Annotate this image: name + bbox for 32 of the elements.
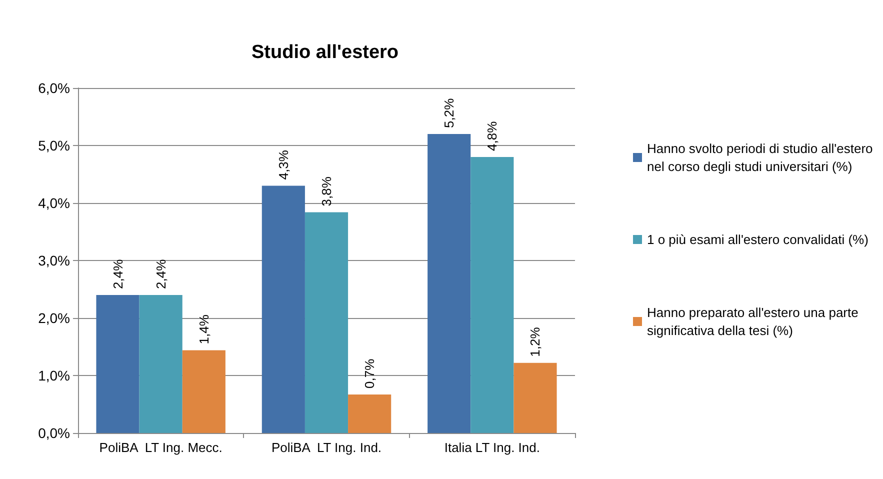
chart-title: Studio all'estero (251, 42, 399, 63)
bar (348, 394, 392, 433)
y-tick-label: 5,0% (38, 138, 70, 154)
y-tick-label: 0,0% (38, 425, 70, 441)
legend-label: 1 o più esami all'estero convalidati (%) (647, 232, 868, 247)
data-label: 4,3% (276, 150, 291, 180)
data-label: 4,8% (484, 120, 500, 151)
data-label: 3,8% (319, 176, 334, 206)
bar (470, 157, 514, 433)
x-tick-label: Italia LT Ing. Ind. (444, 440, 540, 455)
data-label: 0,7% (362, 358, 378, 388)
bar (139, 295, 182, 433)
bar (182, 350, 226, 433)
x-tick-label: PoliBA LT Ing. Ind. (271, 440, 382, 455)
y-tick-label: 3,0% (38, 252, 70, 268)
data-label: 2,4% (110, 258, 126, 289)
x-tick-label: PoliBA LT Ing. Mecc. (99, 440, 222, 455)
bar (514, 362, 557, 433)
data-label: 5,2% (442, 98, 457, 128)
data-label: 2,4% (153, 258, 168, 289)
bar (96, 295, 140, 433)
bar (428, 134, 471, 433)
data-label: 1,2% (528, 326, 543, 357)
y-tick-label: 6,0% (38, 80, 70, 96)
y-tick-label: 2,0% (38, 310, 70, 326)
bar (304, 212, 348, 433)
y-tick-label: 4,0% (38, 195, 70, 211)
legend-label: Hanno preparato all'estero una parte significativa della tesi (%) (647, 305, 862, 338)
data-label: 1,4% (196, 314, 212, 344)
bar (262, 186, 305, 433)
y-tick-label: 1,0% (38, 368, 70, 384)
legend-label: Hanno svolto periodi di studio all'estero nel corso degli studi universitari (%) (647, 141, 876, 174)
